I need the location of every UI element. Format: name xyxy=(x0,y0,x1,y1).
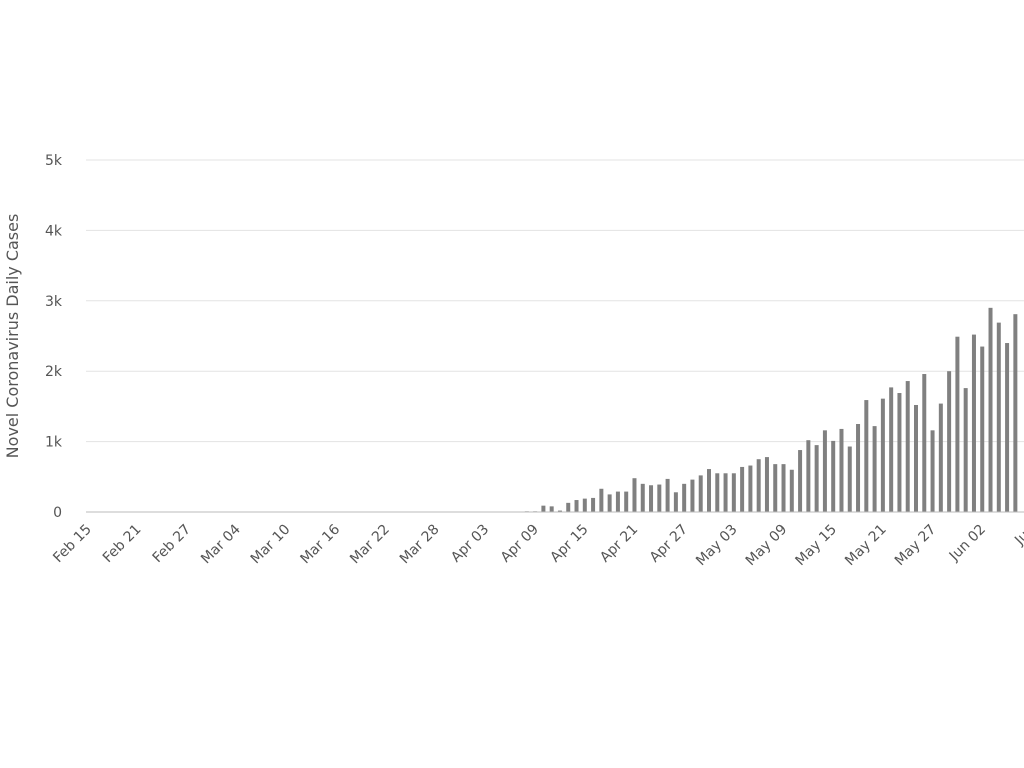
y-axis-title: Novel Coronavirus Daily Cases xyxy=(3,214,22,459)
bar xyxy=(607,494,612,512)
y-tick-label: 2k xyxy=(45,364,63,380)
bar xyxy=(814,445,819,512)
bar xyxy=(723,473,728,512)
x-tick-label: May 15 xyxy=(792,522,840,570)
bar xyxy=(599,488,604,512)
bar xyxy=(541,505,546,512)
bar xyxy=(624,491,629,512)
bar xyxy=(566,502,571,512)
bar xyxy=(839,428,844,512)
x-tick-label: Feb 27 xyxy=(150,522,195,567)
bar xyxy=(922,374,927,512)
bar xyxy=(682,483,687,512)
bar xyxy=(872,426,877,512)
x-tick-label: May 27 xyxy=(892,522,940,570)
bar xyxy=(798,450,803,512)
bar xyxy=(591,497,596,512)
bar xyxy=(856,424,861,512)
bar xyxy=(822,430,827,512)
bar xyxy=(996,322,1001,512)
y-tick-label: 3k xyxy=(45,294,63,310)
bar xyxy=(773,464,778,512)
bar xyxy=(789,469,794,512)
bar xyxy=(557,510,562,512)
x-tick-label: Apr 27 xyxy=(647,522,691,566)
bar xyxy=(847,446,852,512)
y-tick-label: 5k xyxy=(45,153,63,169)
bar xyxy=(707,469,711,512)
bar xyxy=(756,459,761,512)
bar xyxy=(740,466,745,512)
x-tick-label: Mar 10 xyxy=(248,522,294,568)
bar xyxy=(864,400,869,512)
bar xyxy=(938,403,943,512)
bar xyxy=(764,457,769,512)
bar xyxy=(640,483,645,512)
x-tick-label: Mar 16 xyxy=(297,521,343,567)
bar xyxy=(574,500,579,512)
x-tick-label: Mar 04 xyxy=(198,521,244,567)
x-tick-label: May 21 xyxy=(842,522,890,570)
bar xyxy=(930,430,935,512)
bar xyxy=(988,307,993,512)
bar xyxy=(905,381,910,512)
x-tick-label: Apr 21 xyxy=(597,522,641,566)
bar xyxy=(649,485,654,512)
x-tick-label: Apr 03 xyxy=(448,522,492,566)
bar xyxy=(806,440,811,512)
bar xyxy=(632,478,637,512)
x-tick-label: Apr 15 xyxy=(547,522,591,566)
bar xyxy=(914,404,918,512)
x-tick-label: May 09 xyxy=(743,522,791,570)
x-tick-label: Mar 28 xyxy=(397,522,443,568)
bar xyxy=(673,492,678,512)
bar xyxy=(698,475,703,512)
bar xyxy=(690,479,695,512)
bar xyxy=(955,336,960,512)
bar xyxy=(880,398,885,512)
bar xyxy=(781,464,786,512)
bar xyxy=(971,334,976,512)
x-tick-label: Jun xyxy=(1011,522,1024,549)
bar xyxy=(897,393,902,512)
y-tick-label: 0 xyxy=(53,505,62,521)
x-tick-label: Feb 15 xyxy=(50,522,95,567)
bar xyxy=(1005,343,1010,512)
bar xyxy=(657,484,662,512)
bar xyxy=(980,346,985,512)
bar xyxy=(615,491,620,512)
bar xyxy=(963,388,968,512)
y-tick-label: 1k xyxy=(45,435,63,451)
bar xyxy=(715,473,720,512)
x-tick-label: Feb 21 xyxy=(100,522,145,567)
y-tick-label: 4k xyxy=(45,223,63,239)
x-tick-label: May 03 xyxy=(693,522,741,570)
bar xyxy=(889,387,894,512)
x-tick-label: Mar 22 xyxy=(347,522,393,568)
bar xyxy=(665,478,670,512)
bar xyxy=(582,498,587,512)
bar xyxy=(748,465,753,512)
bar xyxy=(947,371,952,512)
x-tick-label: Apr 09 xyxy=(498,522,542,566)
bar xyxy=(549,506,554,512)
x-tick-label: Jun 02 xyxy=(946,522,989,565)
bar xyxy=(831,440,836,512)
bar xyxy=(1013,314,1018,512)
bar xyxy=(731,473,736,512)
